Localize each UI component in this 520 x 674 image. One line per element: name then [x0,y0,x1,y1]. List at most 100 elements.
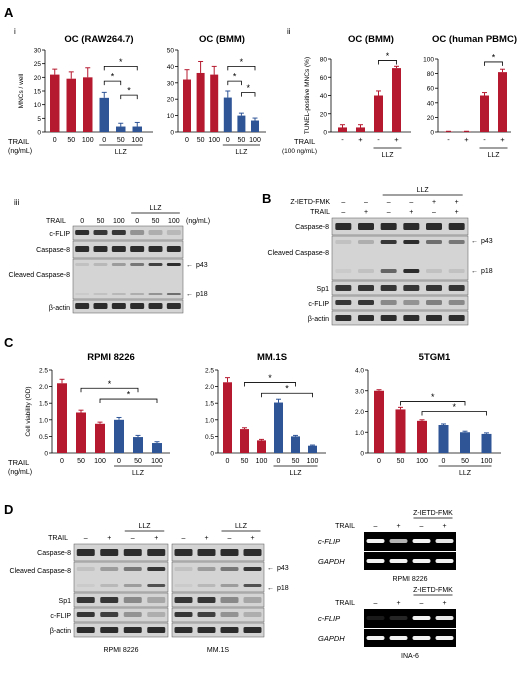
bar [374,390,384,453]
x-tick-label: 50 [197,137,205,144]
y-tick-label: 1.5 [39,401,48,408]
blot-strip [331,280,469,296]
trail-sign: – [182,535,186,542]
caspase8-band [130,246,145,252]
x-tick-label: 0 [442,458,446,465]
z-sign: + [455,199,459,206]
bar [356,127,365,132]
p43-band [335,240,352,244]
c-flip-band [174,612,193,617]
p18-band [166,293,181,295]
llz-group-label: LLZ [115,149,128,156]
y-tick-label: 20 [427,115,435,122]
blot-b: Z-IETD-FMKTRAIL–––+–––++–++LLZCaspase-8C… [268,187,493,326]
actin-band [123,627,142,633]
actin-band [448,315,465,321]
caspase8-band [75,246,90,252]
y-tick-label: 2.5 [39,368,48,375]
bar [99,97,109,132]
actin-band [197,627,216,633]
c-flip-band [197,612,216,617]
y-tick-label: 20 [320,111,328,118]
c-flip-band [148,230,163,235]
y-tick-label: 15 [34,89,42,96]
llz-group-label: LLZ [487,152,500,159]
pcr-band-c-flip [412,539,431,543]
c-flip-band [220,612,239,617]
llz-group-label: LLZ [132,470,145,477]
y-axis-label: MNCs / well [18,73,25,108]
x-tick-label: 0 [102,137,106,144]
p43-band [166,263,181,266]
p43-band [243,567,262,571]
trail-sign: – [432,209,436,216]
lane-dose: 100 [168,218,180,225]
x-tick-sign: - [447,135,450,144]
z-sign: – [387,199,391,206]
sp1-band [174,597,193,603]
y-tick-label: 0 [37,130,41,137]
x-tick-label: 100 [481,458,493,465]
caspase8-band [335,223,352,230]
pcr-band-c-flip [366,616,385,620]
row-label: c-FLIP [50,613,71,620]
trail-sign: – [387,209,391,216]
p43-band [76,567,95,571]
x-tick-label: 100 [307,458,319,465]
actin-band [76,627,95,633]
label-p18: p18 [196,291,208,298]
pcr-band-c-flip [435,539,454,543]
bar [374,95,383,132]
gel-gapdh [364,552,456,570]
x-tick-label: 100 [416,458,428,465]
p18-band [147,584,166,587]
sp1-band [147,597,166,603]
p18-band [197,584,216,587]
x-tick-sign: + [358,135,363,144]
x-tick-label: 0 [185,137,189,144]
caspase8-band [174,549,193,556]
z-sign: – [364,199,368,206]
bar [66,78,76,132]
p18-band [148,293,163,295]
llz-label: LLZ [417,187,430,194]
row-label: c-FLIP [49,231,70,238]
actin-band [426,315,442,321]
chart-c_rpmi: RPMI 8226 0 0.5 1.0 1.5 2.0 2.5 Cell viability … [25,352,170,477]
y-tick-label: 40 [427,100,435,107]
gene-label: GAPDH [318,634,345,643]
caspase8-band [93,246,108,252]
x-tick-label: 100 [249,137,261,144]
x-tick-label: 0 [117,458,121,465]
actin-band [380,315,397,321]
trail-sign: + [409,209,413,216]
blot-a-iii: TRAIL 0 50 100 0 50 100 (ng/mL) LLZ c-FLIP Caspase… [9,205,210,314]
y-tick-label: 100 [423,57,434,64]
y-tick-label: 0.5 [39,434,48,441]
y-tick-label: 0 [430,130,434,137]
trail-sign: + [396,523,400,530]
blot-strip [171,607,265,623]
x-tick-sign: + [500,135,505,144]
p43-band [220,567,239,571]
trail-label: TRAIL [48,535,68,542]
panel-letter-c: C [4,335,14,350]
bar [210,74,219,132]
y-tick-label: 1.0 [355,430,364,437]
bar [274,402,283,453]
arrow-p18: ← [267,585,274,592]
p18-band [111,293,126,295]
trail-label-a2: TRAIL [294,137,315,146]
cell-line-label: MM.1S [207,647,230,654]
sp1-band [358,285,374,291]
p18-band [130,293,145,295]
p43-band [100,567,119,571]
bar [132,126,142,132]
z-ietd-label: Z-IETD-FMK [413,587,453,594]
significance-bracket [241,92,256,97]
row-label: Caspase-8 [295,224,329,231]
significance-star: * [386,51,390,61]
lane-dose: 0 [135,218,139,225]
bar [223,382,232,453]
